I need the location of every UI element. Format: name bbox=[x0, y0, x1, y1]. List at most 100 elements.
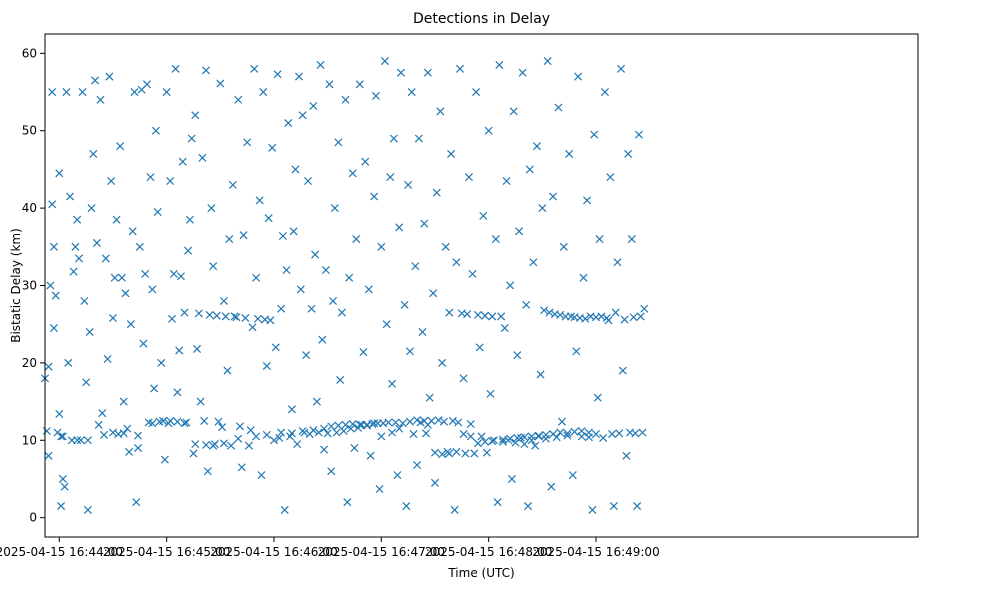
y-tick-label: 20 bbox=[22, 356, 37, 370]
data-point-marker bbox=[543, 57, 552, 66]
data-point-marker bbox=[293, 440, 302, 449]
data-point-marker bbox=[166, 177, 175, 186]
data-point-marker bbox=[380, 57, 389, 66]
data-point-marker bbox=[364, 285, 373, 294]
data-point-marker bbox=[148, 419, 157, 428]
data-point-marker bbox=[150, 384, 159, 393]
data-point-marker bbox=[439, 417, 448, 426]
data-point-marker bbox=[366, 451, 375, 460]
data-point-marker bbox=[284, 118, 293, 128]
x-tick-label: 2025-04-15 16:46:00 bbox=[210, 545, 337, 559]
data-point-marker bbox=[452, 447, 461, 456]
data-point-marker bbox=[178, 157, 187, 166]
data-point-marker bbox=[527, 436, 536, 445]
data-point-marker bbox=[148, 285, 157, 294]
data-point-marker bbox=[572, 347, 581, 356]
data-point-marker bbox=[618, 366, 627, 375]
data-point-marker bbox=[429, 289, 438, 298]
data-point-marker bbox=[549, 192, 558, 201]
data-point-marker bbox=[169, 269, 178, 278]
data-point-marker bbox=[221, 312, 230, 321]
data-point-marker bbox=[257, 471, 266, 480]
data-point-marker bbox=[98, 409, 107, 418]
data-point-marker bbox=[185, 215, 194, 224]
data-point-marker bbox=[135, 242, 144, 251]
data-point-marker bbox=[359, 348, 368, 357]
data-point-marker bbox=[282, 265, 291, 275]
x-tick-label: 2025-04-15 16:45:00 bbox=[103, 545, 230, 559]
data-point-marker bbox=[491, 235, 500, 244]
data-point-marker bbox=[184, 246, 193, 255]
data-point-marker bbox=[584, 428, 593, 437]
data-point-marker bbox=[613, 258, 622, 267]
data-point-marker bbox=[547, 482, 556, 491]
data-point-marker bbox=[85, 327, 94, 336]
data-point-marker bbox=[51, 291, 60, 300]
data-point-marker bbox=[166, 416, 175, 425]
data-point-marker bbox=[209, 262, 218, 271]
data-point-marker bbox=[74, 254, 84, 263]
data-point-marker bbox=[343, 498, 352, 507]
data-point-marker bbox=[473, 310, 482, 319]
data-point-marker bbox=[591, 430, 601, 439]
data-point-marker bbox=[62, 88, 71, 97]
x-tick-label: 2025-04-15 16:44:00 bbox=[0, 545, 123, 559]
data-point-marker bbox=[119, 429, 128, 438]
data-point-marker bbox=[636, 312, 645, 321]
data-point-marker bbox=[466, 419, 475, 429]
data-point-marker bbox=[60, 482, 69, 491]
data-point-marker bbox=[200, 416, 209, 425]
data-point-marker bbox=[253, 314, 262, 323]
data-point-marker bbox=[230, 312, 239, 321]
data-point-marker bbox=[328, 296, 338, 306]
data-point-marker bbox=[463, 310, 472, 319]
data-point-marker bbox=[481, 311, 490, 320]
data-point-marker bbox=[125, 447, 134, 456]
data-point-marker bbox=[87, 204, 96, 213]
data-point-marker bbox=[456, 64, 465, 73]
data-point-marker bbox=[103, 354, 112, 364]
data-point-marker bbox=[388, 428, 397, 437]
x-axis-label: Time (UTC) bbox=[447, 566, 514, 580]
y-tick-label: 0 bbox=[29, 511, 37, 525]
data-point-marker bbox=[119, 397, 128, 406]
data-point-marker bbox=[518, 68, 527, 77]
data-point-marker bbox=[352, 235, 361, 244]
data-point-marker bbox=[370, 192, 379, 201]
data-point-marker bbox=[513, 433, 522, 442]
data-point-marker bbox=[486, 389, 495, 398]
data-point-marker bbox=[506, 281, 515, 290]
data-point-marker bbox=[355, 420, 364, 429]
data-point-marker bbox=[395, 223, 404, 232]
data-point-marker bbox=[620, 315, 629, 324]
data-point-marker bbox=[235, 422, 245, 431]
data-point-marker bbox=[58, 474, 67, 483]
data-point-marker bbox=[633, 502, 642, 511]
y-axis-label: Bistatic Delay (km) bbox=[9, 228, 23, 343]
data-point-marker bbox=[173, 417, 182, 426]
data-point-marker bbox=[187, 134, 196, 143]
data-point-marker bbox=[201, 440, 211, 449]
data-point-marker bbox=[638, 428, 647, 437]
data-point-marker bbox=[121, 289, 130, 298]
data-point-marker bbox=[413, 461, 422, 470]
data-point-marker bbox=[327, 422, 336, 431]
data-point-marker bbox=[255, 196, 264, 205]
data-point-marker bbox=[277, 428, 286, 437]
data-point-marker bbox=[556, 428, 565, 437]
data-point-marker bbox=[388, 379, 397, 388]
data-point-marker bbox=[219, 439, 228, 448]
data-point-marker bbox=[498, 437, 507, 446]
data-point-marker bbox=[337, 308, 346, 317]
data-point-marker bbox=[391, 418, 400, 427]
data-point-marker bbox=[436, 107, 445, 116]
data-point-marker bbox=[425, 393, 434, 402]
data-point-marker bbox=[212, 311, 221, 320]
data-point-marker bbox=[112, 215, 121, 224]
data-point-marker bbox=[418, 327, 427, 336]
data-point-marker bbox=[577, 426, 586, 436]
data-point-marker bbox=[243, 138, 252, 147]
data-point-marker bbox=[515, 227, 524, 236]
data-point-marker bbox=[634, 130, 643, 139]
data-point-marker bbox=[557, 417, 567, 426]
